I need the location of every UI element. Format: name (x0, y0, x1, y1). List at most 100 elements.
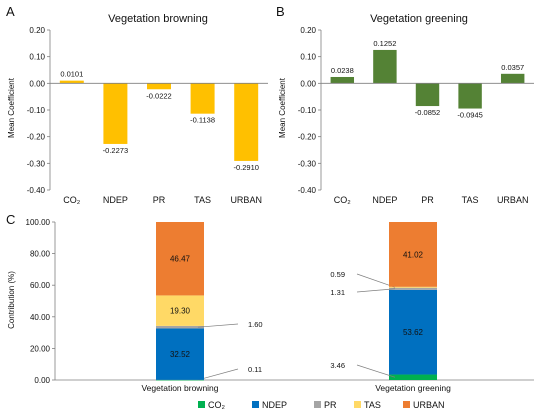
chart-c-y-tick-label: 60.00 (30, 281, 51, 290)
chart-c-segment (156, 295, 204, 326)
legend-label: PR (324, 400, 337, 410)
chart-b-bar (458, 83, 482, 109)
legend-swatch (354, 401, 361, 408)
chart-c-data-label: 32.52 (170, 350, 191, 359)
chart-b-y-tick-label: 0.00 (300, 79, 316, 88)
chart-a-y-tick-label: -0.30 (27, 159, 46, 168)
chart-b-y-tick-label: -0.30 (298, 159, 317, 168)
chart-b-data-label: -0.0852 (415, 108, 440, 117)
chart-c-data-label: 1.31 (330, 288, 345, 297)
chart-b-y-tick-label: -0.10 (298, 106, 317, 115)
chart-c-ylabel: Contribution (%) (7, 271, 16, 329)
chart-c-data-label: 0.59 (330, 270, 345, 279)
chart-a-y-tick-label: 0.10 (29, 53, 45, 62)
chart-c-leader-line (356, 273, 396, 288)
chart-a-bar (234, 83, 259, 161)
chart-b-bar (330, 76, 355, 84)
chart-c-plot: 0.00 20.00 40.00 60.00 80.00 100.00 0.11 32.52 1… (26, 218, 534, 393)
chart-c-data-label: 41.02 (403, 250, 424, 259)
panel-label-a: A (6, 4, 15, 19)
chart-c-data-label: 0.11 (248, 365, 262, 374)
chart-a-y-tick-label: 0.20 (29, 26, 45, 35)
chart-c-y-tick-label: 40.00 (30, 313, 51, 322)
chart-b-x-tick-label: NDEP (372, 195, 397, 205)
chart-c-segment (156, 328, 204, 380)
chart-c-segment (389, 374, 437, 380)
chart-c-segment (156, 222, 204, 296)
panel-label-c: C (6, 212, 15, 227)
chart-a-bar (103, 83, 128, 144)
chart-b-data-label: 0.1252 (373, 39, 396, 48)
panel-label-b: B (276, 4, 285, 19)
panel-b: B Vegetation greening Mean Coefficient 0… (276, 4, 534, 205)
chart-c-segment (389, 289, 437, 375)
chart-c-legend: CO₂ NDEP PR TAS URBAN (198, 400, 445, 410)
chart-b-y-tick-label: 0.10 (300, 53, 316, 62)
chart-c-x-tick-label: Vegetation browning (141, 383, 218, 393)
chart-c-leader-line (356, 364, 396, 378)
legend-label: NDEP (262, 400, 287, 410)
chart-c-y-tick-label: 80.00 (30, 250, 51, 259)
legend-label: CO₂ (208, 400, 226, 410)
chart-c-y-tick-label: 0.00 (34, 376, 50, 385)
chart-a-data-label: -0.2273 (103, 146, 128, 155)
chart-c-leader-line (197, 323, 239, 328)
chart-b-x-tick-label: TAS (462, 195, 479, 205)
chart-b-y-tick-label: -0.20 (298, 133, 317, 142)
chart-c-segment (156, 325, 204, 329)
chart-b-y-tick-label: 0.20 (300, 26, 316, 35)
chart-b-title: Vegetation greening (370, 13, 468, 25)
legend-swatch (252, 401, 259, 408)
chart-c-segment (389, 222, 437, 287)
chart-a-bar (147, 83, 171, 90)
legend-label: URBAN (413, 400, 445, 410)
chart-c-y-tick-label: 100.00 (26, 218, 51, 227)
chart-a-x-tick-label: PR (153, 195, 166, 205)
chart-c-x-tick-label: Vegetation greening (375, 383, 451, 393)
chart-c-leader-line (356, 288, 396, 293)
chart-a-ylabel: Mean Coefficient (7, 77, 16, 138)
legend-swatch (314, 401, 321, 408)
chart-b-x-tick-label: URBAN (497, 195, 529, 205)
chart-c-data-label: 19.30 (170, 307, 191, 316)
chart-a-y-tick-label: -0.20 (27, 133, 46, 142)
chart-a-plot: 0.20 0.10 0.00 -0.10 -0.20 -0.30 -0.40 0.0101 CO… (27, 26, 268, 205)
chart-c-data-label: 3.46 (330, 361, 345, 370)
chart-c-data-label: 1.60 (248, 320, 263, 329)
chart-b-x-tick-label: PR (421, 195, 434, 205)
chart-c-y-tick-label: 20.00 (30, 344, 51, 353)
chart-a-x-tick-label: CO₂ (63, 195, 81, 205)
chart-c-leader-line (197, 368, 239, 381)
chart-a-title: Vegetation browning (108, 13, 208, 25)
chart-a-x-tick-label: URBAN (230, 195, 262, 205)
chart-b-bar (500, 73, 525, 84)
chart-b-bar (415, 83, 440, 107)
legend-label: TAS (364, 400, 381, 410)
chart-b-data-label: -0.0945 (457, 111, 482, 120)
panel-c: C Contribution (%) 0.00 20.00 40.00 60.00 80… (6, 212, 534, 410)
chart-a-x-tick-label: TAS (194, 195, 211, 205)
legend-swatch (198, 401, 205, 408)
chart-a-bar (190, 83, 215, 114)
chart-a-data-label: -0.2910 (233, 163, 258, 172)
chart-a-bar (59, 80, 84, 84)
legend-swatch (403, 401, 410, 408)
chart-c-data-label: 46.47 (170, 255, 191, 264)
chart-c-segment (389, 287, 437, 290)
chart-a-y-tick-label: -0.10 (27, 106, 46, 115)
chart-b-y-tick-label: -0.40 (298, 186, 317, 195)
chart-b-bar (373, 49, 397, 84)
chart-b-data-label: 0.0238 (331, 66, 354, 75)
chart-a-x-tick-label: NDEP (103, 195, 128, 205)
chart-a-y-tick-label: 0.00 (29, 79, 45, 88)
chart-b-ylabel: Mean Coefficient (278, 77, 287, 138)
chart-c-segment (156, 379, 204, 381)
chart-a-data-label: -0.1138 (190, 116, 215, 125)
chart-b-plot: 0.20 0.10 0.00 -0.10 -0.20 -0.30 -0.40 0.0238 CO… (298, 26, 534, 205)
chart-c-data-label: 53.62 (403, 328, 424, 337)
chart-a-data-label: -0.0222 (146, 91, 171, 100)
panel-a: A Vegetation browning Mean Coefficient 0… (6, 4, 268, 205)
chart-a-data-label: 0.0101 (60, 70, 83, 79)
